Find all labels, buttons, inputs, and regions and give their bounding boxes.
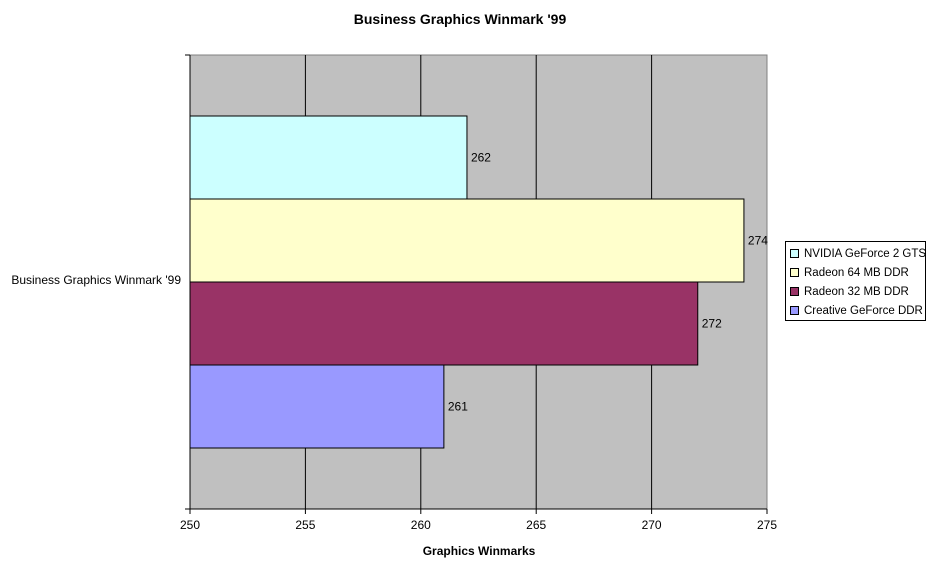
legend: NVIDIA GeForce 2 GTS Radeon 64 MB DDR Rade… [785, 241, 926, 321]
bars: 262 274 272 261 [189, 115, 768, 449]
legend-swatch [790, 306, 799, 315]
x-tick-label: 260 [411, 518, 431, 532]
axes: 250 255 260 265 270 275 [180, 54, 777, 532]
x-tick-label: 255 [295, 518, 315, 532]
legend-swatch [790, 249, 799, 258]
bar-creative-geforce-ddr [189, 364, 445, 449]
legend-swatch [790, 287, 799, 296]
legend-item: Creative GeForce DDR [790, 301, 925, 320]
data-label: 262 [471, 151, 491, 165]
x-axis-title: Graphics Winmarks [423, 544, 536, 558]
x-tick-label: 275 [757, 518, 777, 532]
legend-label: NVIDIA GeForce 2 GTS [804, 247, 927, 260]
bar-radeon-64-mb-ddr [189, 198, 745, 283]
legend-item: Radeon 32 MB DDR [790, 282, 925, 301]
legend-label: Radeon 64 MB DDR [804, 266, 909, 279]
legend-item: Radeon 64 MB DDR [790, 263, 925, 282]
legend-label: Radeon 32 MB DDR [804, 285, 909, 298]
data-label: 261 [448, 400, 468, 414]
legend-swatch [790, 268, 799, 277]
data-label: 274 [748, 234, 768, 248]
legend-item: NVIDIA GeForce 2 GTS [790, 244, 927, 263]
x-tick-label: 250 [180, 518, 200, 532]
category-label: Business Graphics Winmark '99 [11, 273, 181, 287]
x-tick-label: 265 [526, 518, 546, 532]
bar-radeon-32-mb-ddr [189, 281, 699, 366]
chart-title: Business Graphics Winmark '99 [354, 11, 567, 27]
x-tick-label: 270 [642, 518, 662, 532]
data-label: 272 [702, 317, 722, 331]
bar-nvidia-geforce-2-gts [189, 115, 468, 200]
legend-label: Creative GeForce DDR [804, 304, 923, 317]
